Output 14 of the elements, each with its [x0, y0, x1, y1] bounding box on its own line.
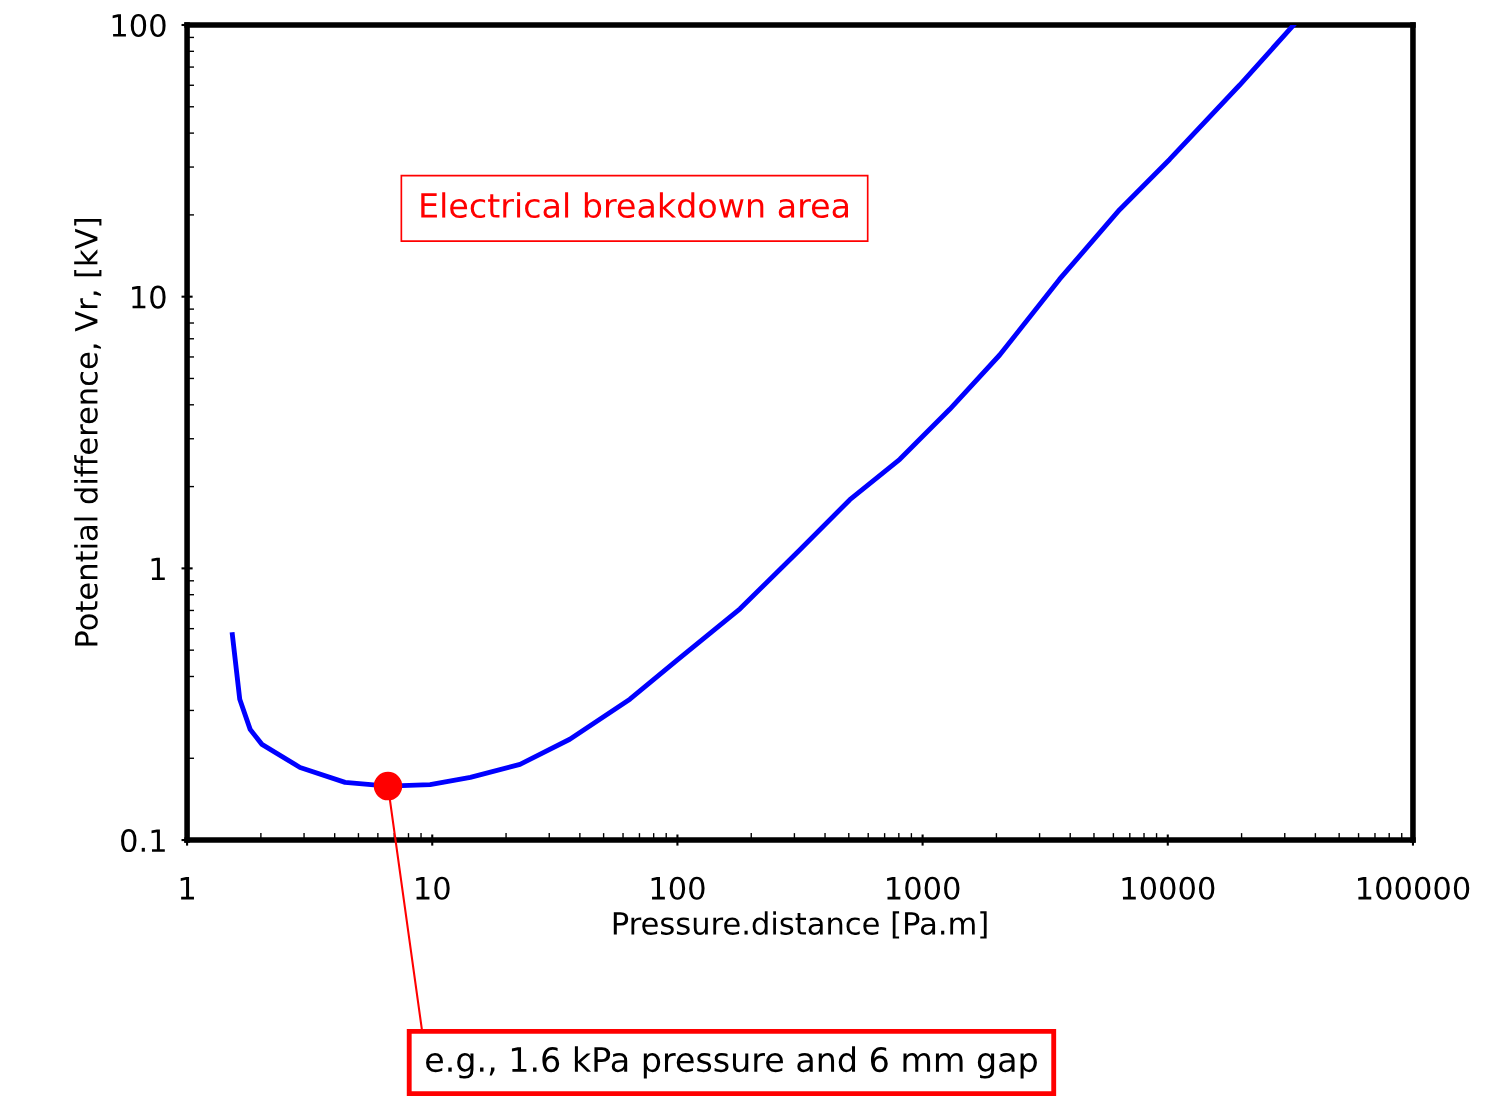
- x-tick-label: 100000: [1357, 876, 1470, 900]
- x-tick-label: 10000: [1122, 876, 1215, 900]
- y-tick-label: 0.1: [121, 828, 165, 853]
- annotation: e.g., 1.6 kPa pressure and 6 mm gap: [426, 1046, 1037, 1079]
- x-axis-title: Pressure.distance [Pa.m]: [613, 911, 987, 939]
- y-tick-label: 10: [132, 285, 166, 309]
- x-tick-label: 1000: [887, 876, 960, 900]
- annotation: Electrical breakdown area: [421, 192, 848, 219]
- y-axis-title: Potential difference, Vr, [kV]: [74, 219, 102, 646]
- x-tick-label: 10: [416, 876, 450, 900]
- y-tick-label: 100: [112, 13, 166, 38]
- x-tick-label: 100: [651, 876, 705, 900]
- x-tick-label: 1: [180, 877, 194, 900]
- y-tick-label: 1: [151, 557, 165, 580]
